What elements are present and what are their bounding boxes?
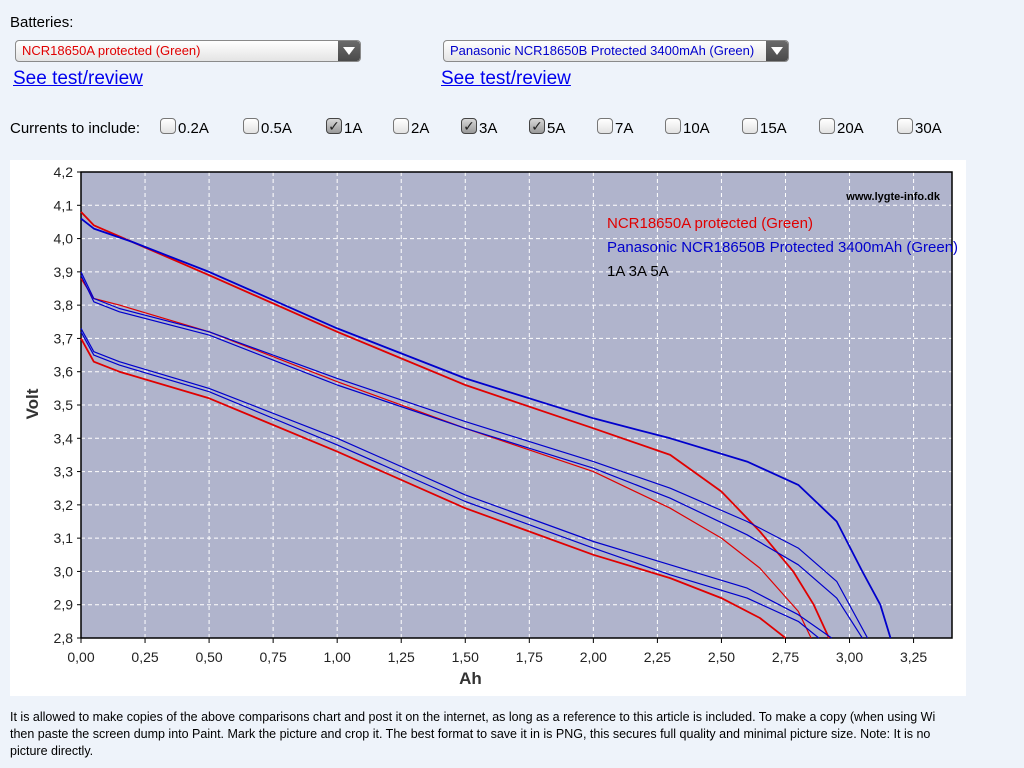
series-line-6 xyxy=(80,328,832,639)
discharge-chart: 2,8 2,9 3,0 3,1 3,2 3,3 3,4 3,5 3,6 3,7 3,8 3,9 4,0 4… xyxy=(10,160,966,696)
currents-label: Currents to include: xyxy=(10,120,141,137)
legend-entry-1: Panasonic NCR18650B Protected 3400mAh (G… xyxy=(607,239,958,256)
y-tick-label: 3,7 xyxy=(54,330,74,346)
y-tick-label: 3,9 xyxy=(54,264,74,280)
checkbox-unchecked-icon[interactable] xyxy=(742,118,758,134)
y-tick-label: 3,1 xyxy=(54,530,74,546)
battery-2-selected-value: Panasonic NCR18650B Protected 3400mAh (G… xyxy=(450,43,755,58)
y-tick-label: 2,8 xyxy=(54,630,74,646)
y-tick-label: 3,6 xyxy=(54,364,74,380)
current-option-label: 20A xyxy=(837,120,864,137)
plot-border xyxy=(80,171,953,639)
legend-entry-0: NCR18650A protected (Green) xyxy=(607,215,813,232)
x-tick-label: 2,00 xyxy=(580,649,607,665)
current-option-label: 2A xyxy=(411,120,430,137)
chevron-down-icon[interactable] xyxy=(766,41,788,61)
current-option-label: 1A xyxy=(344,120,363,137)
checkbox-unchecked-icon[interactable] xyxy=(819,118,835,134)
y-tick-label: 3,2 xyxy=(54,497,74,513)
x-tick-label: 0,75 xyxy=(260,649,287,665)
footer-line-3: picture directly. xyxy=(10,744,94,758)
checkbox-unchecked-icon[interactable] xyxy=(597,118,613,134)
checkbox-unchecked-icon[interactable] xyxy=(665,118,681,134)
current-option-label: 30A xyxy=(915,120,942,137)
batteries-label: Batteries: xyxy=(10,14,74,31)
current-option-label: 0.5A xyxy=(261,120,292,137)
current-option-label: 5A xyxy=(547,120,566,137)
footer-line-2: then paste the screen dump into Paint. M… xyxy=(10,727,931,741)
legend-entry-2: 1A 3A 5A xyxy=(607,263,669,280)
y-tick-label: 3,3 xyxy=(54,464,74,480)
y-tick-label: 3,8 xyxy=(54,297,74,313)
x-tick-label: 0,50 xyxy=(195,649,222,665)
checkbox-checked-icon[interactable]: ✓ xyxy=(529,118,545,134)
checkbox-unchecked-icon[interactable] xyxy=(393,118,409,134)
y-tick-label: 3,4 xyxy=(54,430,74,446)
checkbox-unchecked-icon[interactable] xyxy=(243,118,259,134)
y-tick-label: 3,0 xyxy=(54,563,74,579)
current-option-label: 10A xyxy=(683,120,710,137)
checkbox-checked-icon[interactable]: ✓ xyxy=(461,118,477,134)
current-option-label: 7A xyxy=(615,120,634,137)
checkbox-unchecked-icon[interactable] xyxy=(897,118,913,134)
battery-1-review-link[interactable]: See test/review xyxy=(13,68,143,89)
battery-2-select[interactable]: Panasonic NCR18650B Protected 3400mAh (G… xyxy=(443,40,789,62)
x-tick-label: 1,00 xyxy=(324,649,351,665)
y-axis-label: Volt xyxy=(23,388,42,419)
series-line-3 xyxy=(80,217,892,639)
chart-watermark: www.lygte-info.dk xyxy=(845,191,941,203)
series-line-1 xyxy=(80,278,812,639)
checkbox-checked-icon[interactable]: ✓ xyxy=(326,118,342,134)
footer-note: It is allowed to make copies of the abov… xyxy=(10,709,1024,760)
y-tick-label: 4,0 xyxy=(54,231,74,247)
checkbox-unchecked-icon[interactable] xyxy=(160,118,176,134)
x-tick-label: 3,25 xyxy=(900,649,927,665)
x-tick-label: 2,75 xyxy=(772,649,799,665)
x-tick-label: 1,25 xyxy=(388,649,415,665)
current-option-label: 0.2A xyxy=(178,120,209,137)
x-tick-label: 1,75 xyxy=(516,649,543,665)
x-tick-label: 2,50 xyxy=(708,649,735,665)
x-tick-label: 1,50 xyxy=(452,649,479,665)
battery-1-selected-value: NCR18650A protected (Green) xyxy=(22,43,201,58)
chevron-down-icon[interactable] xyxy=(338,41,360,61)
x-tick-label: 0,00 xyxy=(67,649,94,665)
y-tick-label: 3,5 xyxy=(54,397,74,413)
battery-2-review-link[interactable]: See test/review xyxy=(441,68,571,89)
x-tick-label: 0,25 xyxy=(131,649,158,665)
x-axis-label: Ah xyxy=(459,669,482,688)
y-tick-label: 4,1 xyxy=(54,197,74,213)
x-tick-label: 2,25 xyxy=(644,649,671,665)
x-tick-label: 3,00 xyxy=(836,649,863,665)
series-line-7 xyxy=(80,331,820,639)
series-line-5 xyxy=(80,274,863,639)
y-tick-label: 4,2 xyxy=(54,164,74,180)
chart-svg: 2,8 2,9 3,0 3,1 3,2 3,3 3,4 3,5 3,6 3,7 3,8 3,9 4,0 4… xyxy=(23,164,958,688)
current-option-label: 15A xyxy=(760,120,787,137)
series-line-4 xyxy=(80,271,869,639)
battery-1-select[interactable]: NCR18650A protected (Green) xyxy=(15,40,361,62)
y-tick-label: 2,9 xyxy=(54,597,74,613)
footer-line-1: It is allowed to make copies of the abov… xyxy=(10,710,936,724)
series-line-2 xyxy=(80,337,787,639)
current-option-label: 3A xyxy=(479,120,498,137)
